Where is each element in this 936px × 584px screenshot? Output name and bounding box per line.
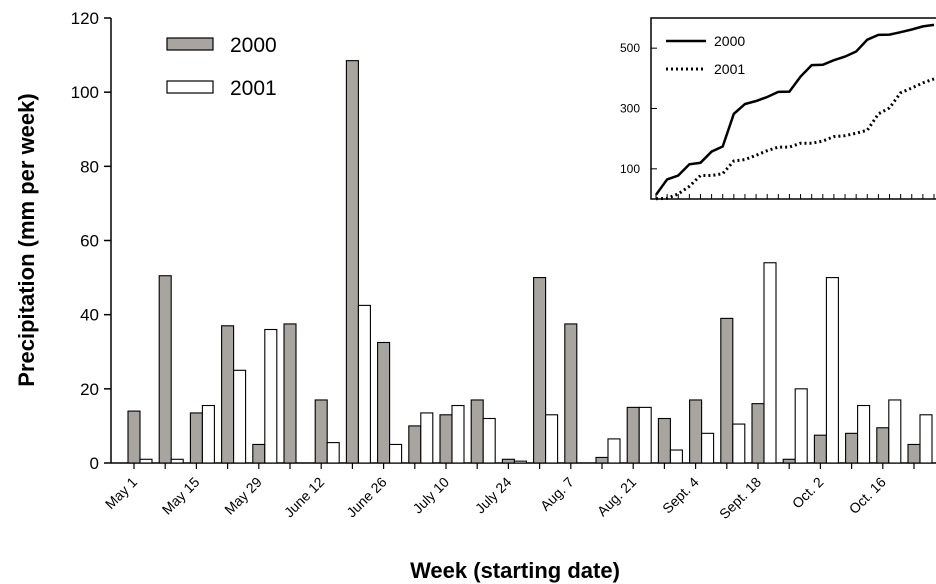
x-tick-label: Aug. 7 xyxy=(537,474,577,514)
legend-label-2001: 2001 xyxy=(230,77,277,100)
legend-label-2000: 2000 xyxy=(230,34,277,57)
bar-2000 xyxy=(252,443,266,464)
bar-2001 xyxy=(545,414,559,464)
bar-2001 xyxy=(825,277,839,464)
bar-2001 xyxy=(357,304,371,464)
inset-y-tick-label: 500 xyxy=(620,41,640,55)
x-tick-label: June 26 xyxy=(343,474,390,521)
x-tick-label: May 1 xyxy=(102,474,140,512)
bar-2000 xyxy=(345,60,359,464)
bar-2001 xyxy=(701,432,715,464)
bar-2000 xyxy=(127,410,141,464)
bar-2001 xyxy=(919,414,933,464)
inset-legend-label-2000: 2000 xyxy=(714,33,745,49)
y-tick-label: 0 xyxy=(90,454,99,473)
x-tick-label: Aug. 21 xyxy=(594,474,640,520)
bar-2001 xyxy=(888,399,902,464)
x-tick-label: June 12 xyxy=(281,474,328,521)
bar-2001 xyxy=(638,406,652,464)
bar-2001 xyxy=(763,262,777,464)
x-tick-label: July 10 xyxy=(409,474,452,517)
bar-2000 xyxy=(689,399,703,464)
bar-2001 xyxy=(607,438,621,464)
bar-2001 xyxy=(233,369,247,464)
x-tick-label: May 29 xyxy=(221,474,265,518)
inset-y-tick-label: 100 xyxy=(620,162,640,176)
bar-2000 xyxy=(501,458,515,464)
inset-plot: 100 300 500 2000 2001 xyxy=(620,17,936,201)
legend-swatch-2000 xyxy=(166,37,214,51)
bar-2000 xyxy=(782,458,796,464)
bar-2001 xyxy=(513,460,527,464)
bar-2001 xyxy=(482,417,496,464)
bar-2000 xyxy=(314,399,328,464)
bar-2000 xyxy=(845,432,859,464)
inset-ticks: 100 300 500 xyxy=(620,41,935,199)
bars xyxy=(127,60,933,464)
legend-swatch-2001 xyxy=(166,80,214,94)
bar-2000 xyxy=(221,325,235,464)
bar-2001 xyxy=(201,404,215,464)
bar-2000 xyxy=(533,277,547,464)
bar-2000 xyxy=(158,275,172,464)
bar-2000 xyxy=(189,412,203,464)
bar-2000 xyxy=(907,443,921,464)
x-tick-label: Sept. 18 xyxy=(716,474,764,522)
bar-2001 xyxy=(451,404,465,464)
y-ticks: 0 20 40 60 80 100 120 xyxy=(71,9,111,473)
bar-2000 xyxy=(470,399,484,464)
bar-2000 xyxy=(876,427,890,464)
bar-2000 xyxy=(283,323,297,464)
bar-2001 xyxy=(857,404,871,464)
bar-2001 xyxy=(139,458,153,464)
y-tick-label: 100 xyxy=(71,83,99,102)
bar-2001 xyxy=(420,412,434,464)
bar-2000 xyxy=(408,425,422,464)
inset-frame xyxy=(650,17,936,200)
inset-legend-label-2001: 2001 xyxy=(714,61,745,77)
x-tick-label: Oct. 2 xyxy=(789,474,827,512)
bar-2000 xyxy=(626,406,640,464)
bar-2001 xyxy=(794,388,808,464)
y-tick-label: 20 xyxy=(80,380,99,399)
x-tick-label: July 24 xyxy=(472,474,515,517)
bar-2000 xyxy=(720,317,734,464)
bar-2000 xyxy=(813,434,827,464)
x-ticks: May 1 May 15 May 29 June 12 June 26 July 10 Ju… xyxy=(102,463,915,522)
bar-2000 xyxy=(657,417,671,464)
inset-line-2001 xyxy=(655,77,935,201)
bar-2000 xyxy=(377,341,391,464)
bar-2001 xyxy=(389,443,403,464)
bar-2000 xyxy=(439,414,453,464)
y-tick-label: 40 xyxy=(80,306,99,325)
bar-2001 xyxy=(326,442,340,464)
x-axis-title: Week (starting date) xyxy=(410,558,620,583)
main-legend: 2000 2001 xyxy=(166,34,277,100)
y-tick-label: 60 xyxy=(80,232,99,251)
bar-2000 xyxy=(564,323,578,464)
bar-2001 xyxy=(732,423,746,464)
bar-2001 xyxy=(264,328,278,464)
y-axis-title: Precipitation (mm per week) xyxy=(14,93,39,386)
x-tick-label: Oct. 16 xyxy=(846,474,889,517)
x-tick-label: Sept. 4 xyxy=(659,474,702,517)
bar-2000 xyxy=(595,456,609,464)
inset-line-2000 xyxy=(654,23,935,196)
inset-y-tick-label: 300 xyxy=(620,102,640,116)
y-tick-label: 120 xyxy=(71,9,99,28)
bar-2001 xyxy=(170,458,184,464)
bar-2001 xyxy=(669,449,683,464)
x-tick-label: May 15 xyxy=(159,474,203,518)
bar-2000 xyxy=(751,403,765,464)
y-tick-label: 80 xyxy=(80,157,99,176)
